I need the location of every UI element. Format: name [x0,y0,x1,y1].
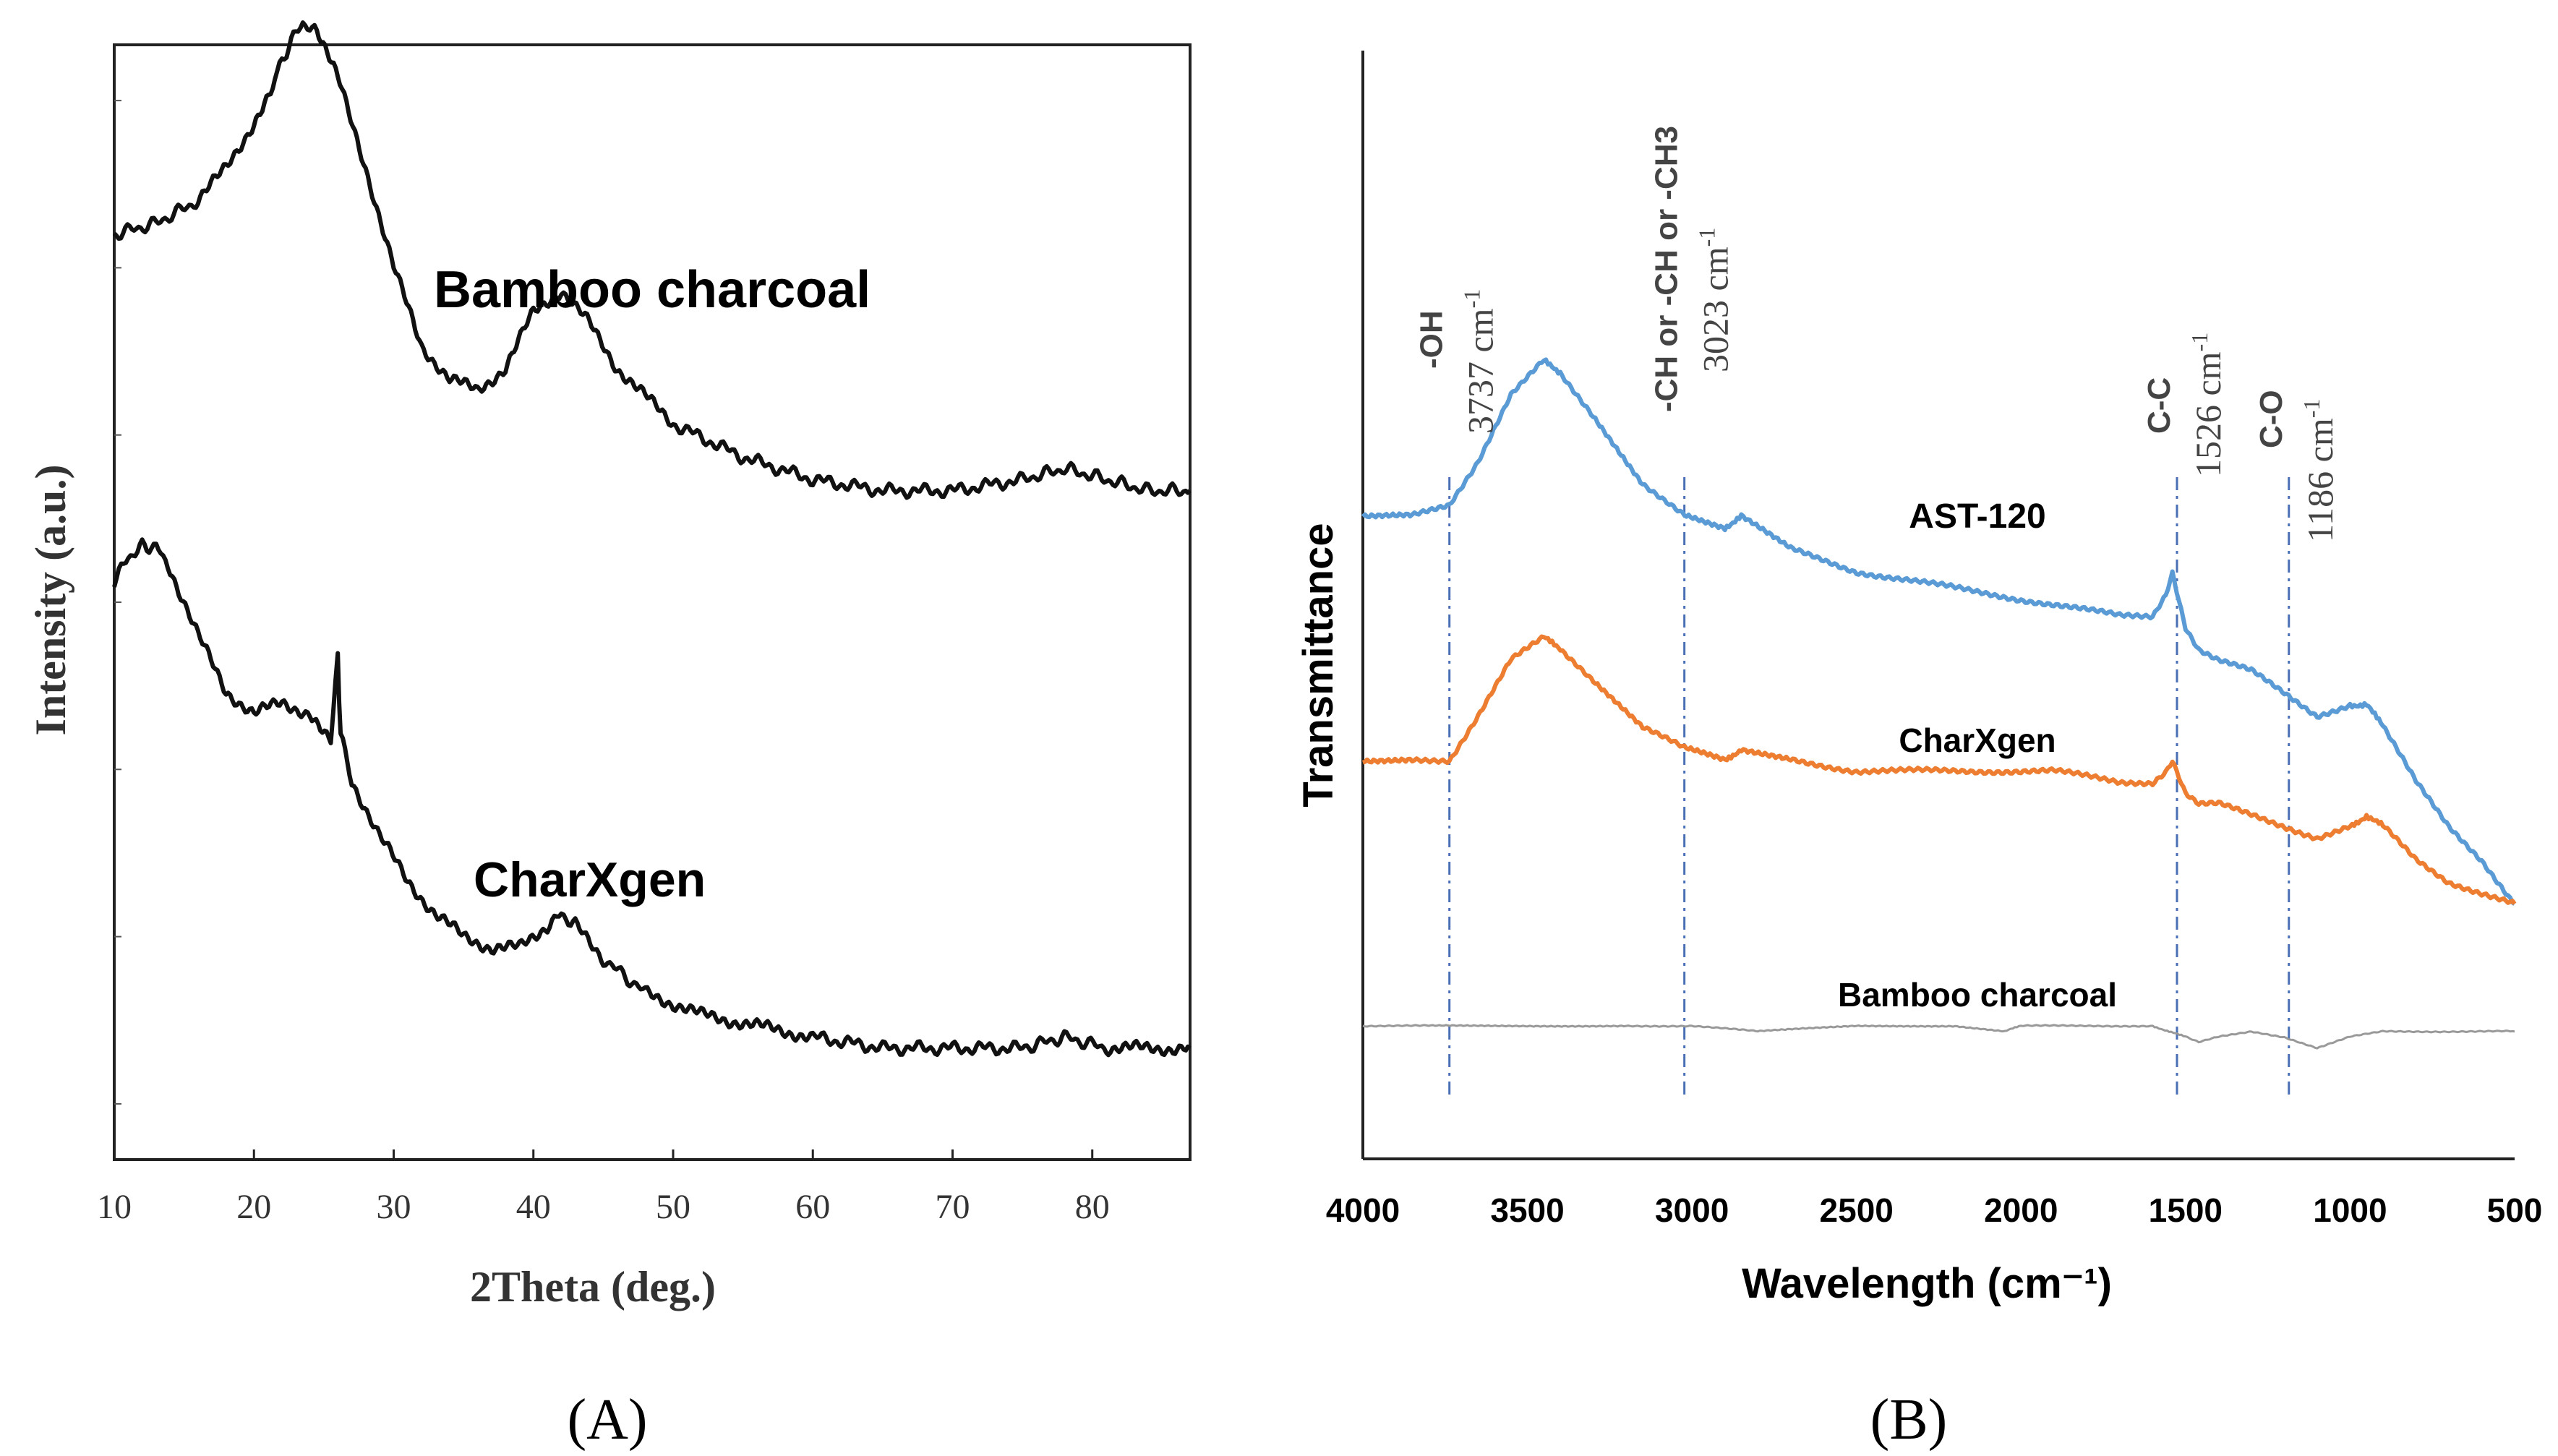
panel-b-annotation-group: C-O [2254,390,2289,448]
panel-a-y-ticks [114,100,121,1105]
panel-b-series [1361,357,2517,1050]
panel-b-series-line [1361,357,2516,906]
panel-b-x-tick-label: 500 [2487,1191,2543,1229]
panel-a-x-axis-label: 2Theta (deg.) [470,1263,716,1311]
panel-b-series-line [1362,1024,2515,1050]
panel-b-x-tick-label: 2000 [1984,1191,2058,1229]
panel-a-series-line [112,537,1192,1058]
panel-a-series-label-charxgen: CharXgen [474,852,706,907]
panel-a-y-axis-label: Intensity (a.u.) [27,464,74,735]
panel-a-x-tick-label: 50 [656,1188,690,1226]
panel-b-annotation-wavenumber: 1526 cm-1 [2186,333,2228,477]
panel-a-x-ticks: 10 20 30 40 50 60 70 80 [97,1149,1110,1226]
panel-a-label: (A) [567,1388,647,1452]
panel-a-chart: 10 20 30 40 50 60 70 80 Bamboo charcoal CharXge… [27,20,1192,1452]
panel-b-x-axis-label: Wavelength (cm⁻¹) [1742,1260,2112,1307]
panel-b-chart: 4000 3500 3000 2500 2000 1500 1000 500 -OH 3737 … [1295,51,2542,1452]
panel-a-x-tick-label: 60 [795,1188,830,1226]
panel-b-annotation-group: -OH [1414,310,1450,369]
panel-a-x-tick-label: 20 [236,1188,271,1226]
panel-a-x-tick-label: 80 [1075,1188,1110,1226]
panel-b-series-label-charxgen: CharXgen [1899,721,2056,759]
panel-a-x-tick-label: 10 [97,1188,132,1226]
panel-b-x-tick-label: 1500 [2149,1191,2223,1229]
panel-b-annotation-lines [1448,477,2290,1099]
panel-b-annotation-wavenumber: 3023 cm-1 [1694,228,1736,372]
panel-b-x-tick-label: 3000 [1655,1191,1729,1229]
panel-b-x-ticks: 4000 3500 3000 2500 2000 1500 1000 500 [1326,1191,2543,1229]
panel-a-series [112,20,1192,1058]
panel-b-annotation-group: C-C [2142,377,2177,434]
panel-b-x-tick-label: 4000 [1326,1191,1400,1229]
panel-b-y-axis-label: Transmittance [1295,523,1342,807]
panel-b-annotations: -OH 3737 cm-1 -CH or -CH or -CH3 3023 cm-1 C… [1414,126,2340,542]
panel-b-annotation-wavenumber: 1186 cm-1 [2298,399,2340,542]
panel-b-x-tick-label: 1000 [2313,1191,2387,1229]
panel-b-annotation-group: -CH or -CH or -CH3 [1649,126,1685,412]
panel-b-series-label-ast120: AST-120 [1909,497,2045,536]
panel-a-x-tick-label: 40 [516,1188,551,1226]
panel-b-label: (B) [1870,1388,1948,1452]
panel-b-series-line [1361,634,2517,906]
panel-a-series-label-bamboo: Bamboo charcoal [434,261,871,319]
panel-a-x-tick-label: 70 [935,1188,970,1226]
panel-a-x-tick-label: 30 [376,1188,411,1226]
panel-a-frame [113,43,1192,1161]
panel-b-x-tick-label: 3500 [1490,1191,1564,1229]
panel-b-annotation-wavenumber: 3737 cm-1 [1459,289,1501,434]
panel-a-series-line [112,20,1192,500]
panel-b-series-label-bamboo: Bamboo charcoal [1838,976,2117,1014]
panel-b-x-tick-label: 2500 [1820,1191,1894,1229]
